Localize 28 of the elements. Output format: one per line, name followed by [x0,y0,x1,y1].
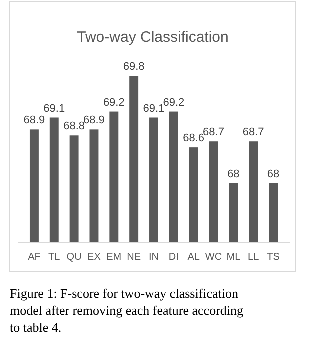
data-label: 69.1 [44,102,66,115]
x-tick-label: NE [127,252,142,263]
x-tick-label: LL [248,252,260,263]
data-label: 68.7 [203,126,224,139]
x-tick-label: QU [66,252,82,263]
data-label: 69.2 [163,96,185,109]
data-label: 69.8 [123,61,145,73]
caption: Figure 1: F-score for two-way classification model after removing each feature according to table 4. [10,286,244,335]
data-label: 68 [228,168,240,180]
x-tick-label: WC [205,252,222,263]
x-tick-label: AL [188,252,200,263]
x-tick-label: ML [226,252,242,263]
data-label: 68.6 [183,132,205,145]
x-tick-label: EX [88,252,102,263]
data-label: 69.1 [143,102,165,115]
x-tick-label: EM [106,252,122,263]
data-label: 68.8 [64,120,86,133]
x-tick-label: TS [267,252,280,263]
x-tick-label: TL [48,252,61,263]
data-label: 68.7 [242,126,264,139]
data-label: 68.9 [24,114,46,127]
data-label: 68 [267,168,280,180]
x-tick-label: IN [149,252,159,263]
data-label: 68.9 [84,114,105,127]
data-label: 69.2 [103,96,125,109]
chart-title: Two-way Classification [77,29,229,46]
x-tick-label: DI [168,252,179,263]
x-tick-label: AF [28,252,41,263]
